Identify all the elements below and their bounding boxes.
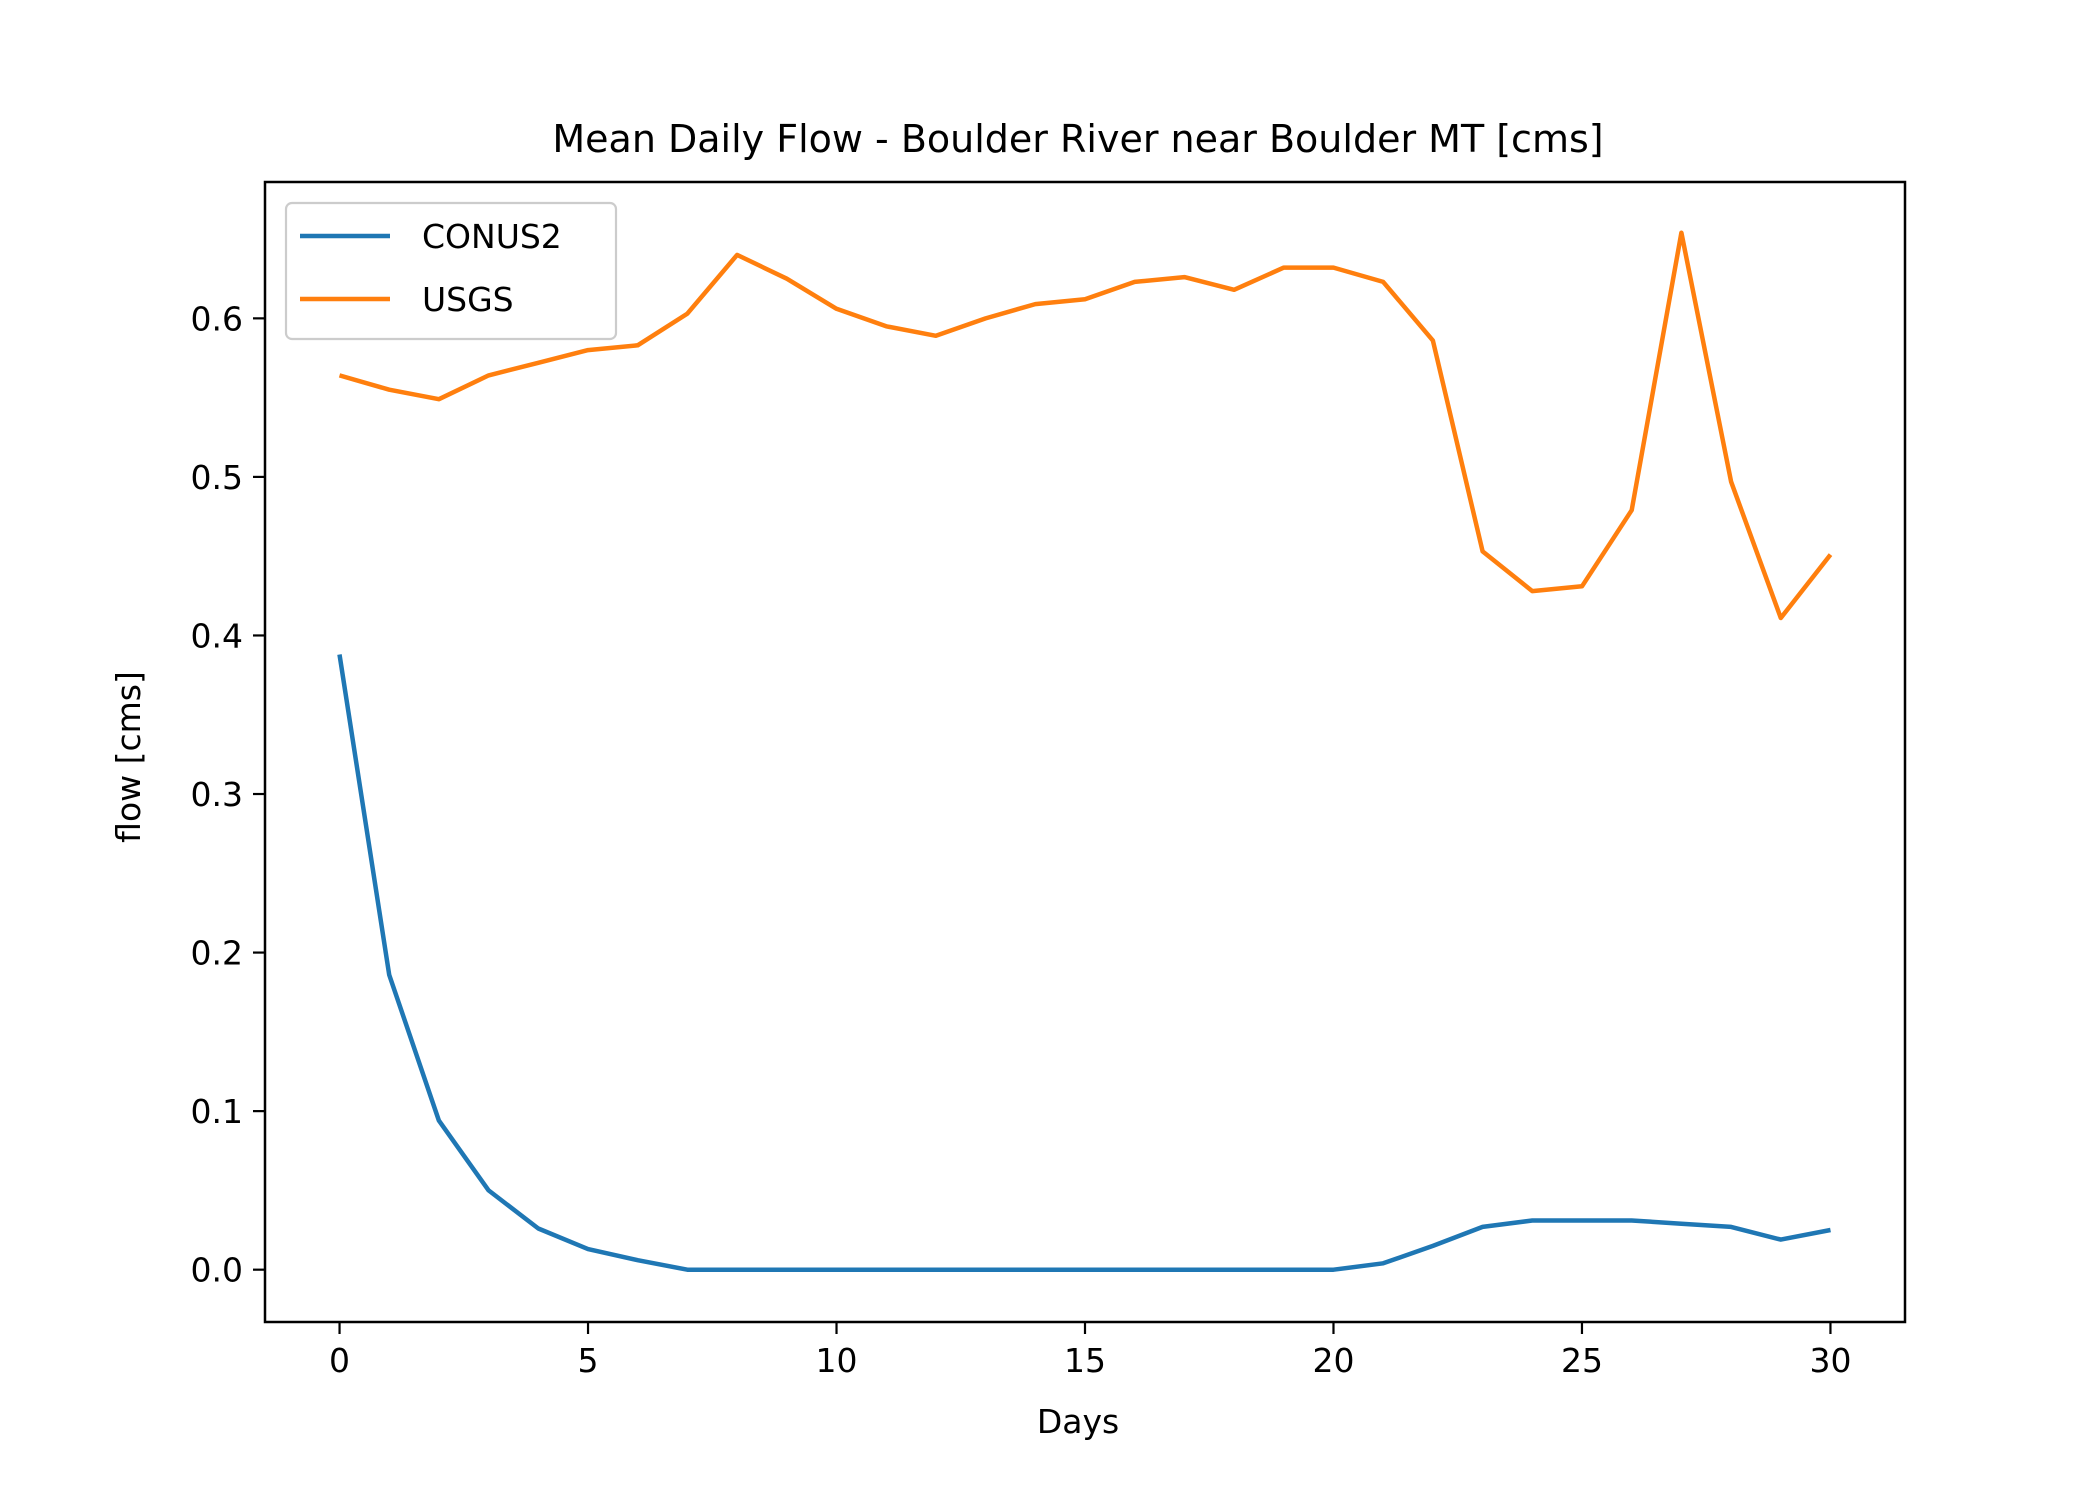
series-line-usgs xyxy=(338,230,1833,621)
x-axis-label: Days xyxy=(1037,1402,1119,1441)
chart-title: Mean Daily Flow - Boulder River near Bou… xyxy=(552,117,1603,161)
legend-label-conus2: CONUS2 xyxy=(422,217,562,256)
y-axis-ticks: 0.0 0.1 0.2 0.3 0.4 0.5 0.6 xyxy=(191,299,265,1290)
x-tick-label: 0 xyxy=(329,1341,350,1380)
x-axis-ticks: 0 5 10 15 20 25 30 xyxy=(329,1322,1851,1380)
x-tick-label: 10 xyxy=(816,1341,858,1380)
y-tick-label: 0.2 xyxy=(191,934,243,973)
x-tick-label: 15 xyxy=(1064,1341,1106,1380)
y-tick-label: 0.5 xyxy=(191,458,243,497)
x-tick-label: 30 xyxy=(1809,1341,1851,1380)
y-tick-label: 0.4 xyxy=(191,616,243,655)
legend-label-usgs: USGS xyxy=(422,280,514,319)
y-tick-label: 0.3 xyxy=(191,775,243,814)
x-tick-label: 20 xyxy=(1312,1341,1354,1380)
x-tick-label: 25 xyxy=(1561,1341,1603,1380)
plot-area xyxy=(263,180,1907,1324)
y-axis-label: flow [cms] xyxy=(109,671,148,843)
y-tick-label: 0.0 xyxy=(191,1251,243,1290)
series-line-conus2 xyxy=(337,654,1831,1272)
y-tick-label: 0.1 xyxy=(191,1092,243,1131)
legend: CONUS2 USGS xyxy=(284,201,618,341)
y-tick-label: 0.6 xyxy=(191,299,243,338)
x-tick-label: 5 xyxy=(578,1341,599,1380)
